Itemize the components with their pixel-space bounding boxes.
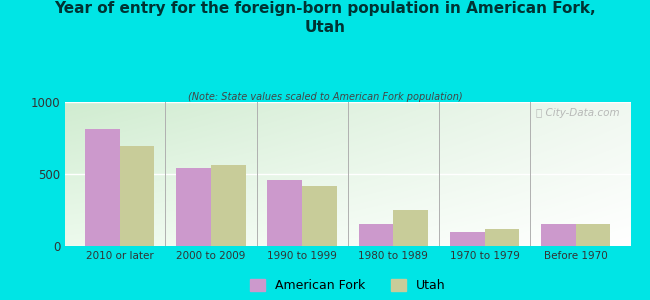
Bar [268, 181, 302, 246]
Bar [541, 224, 576, 246]
Text: (Note: State values scaled to American Fork population): (Note: State values scaled to American F… [188, 92, 462, 101]
Bar [484, 229, 519, 246]
Text: Year of entry for the foreign-born population in American Fork,
Utah: Year of entry for the foreign-born popul… [54, 2, 596, 35]
Bar [85, 129, 120, 246]
Text: Ⓢ City-Data.com: Ⓢ City-Data.com [536, 108, 619, 118]
Bar [120, 146, 155, 246]
Bar [211, 165, 246, 246]
Bar [359, 224, 393, 246]
Bar [302, 186, 337, 246]
Legend: American Fork, Utah: American Fork, Utah [245, 274, 450, 297]
Bar [450, 232, 484, 246]
Bar [393, 210, 428, 246]
Bar [176, 167, 211, 246]
Bar [576, 224, 610, 246]
